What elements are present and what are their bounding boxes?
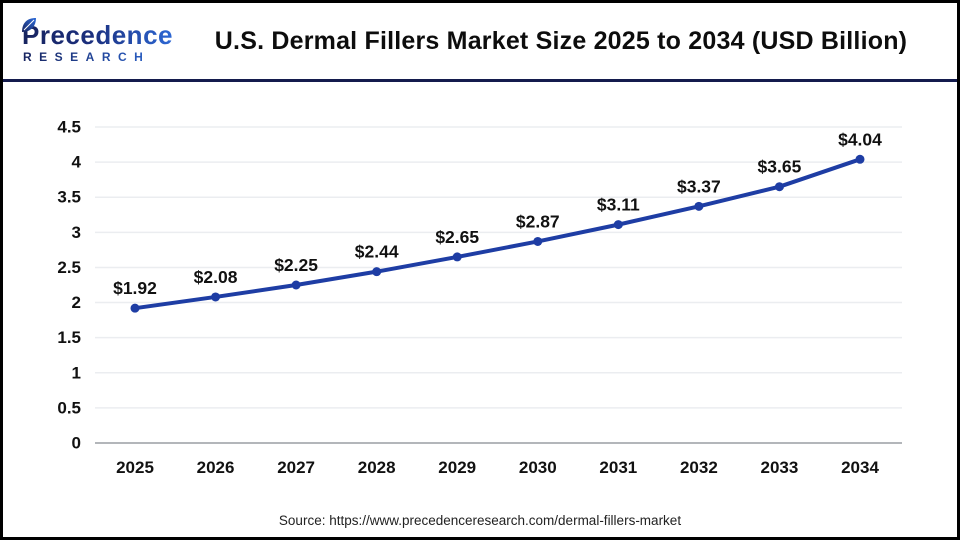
x-tick-label: 2026 <box>197 458 235 477</box>
y-tick-label: 3.5 <box>57 188 81 207</box>
logo-wordmark: Precedence <box>21 21 179 49</box>
data-point-label: $2.87 <box>516 211 560 231</box>
x-tick-label: 2029 <box>438 458 476 477</box>
data-point <box>372 267 382 277</box>
data-point <box>533 236 543 246</box>
data-point-label: $3.37 <box>677 176 721 196</box>
x-tick-label: 2025 <box>116 458 154 477</box>
y-tick-label: 1.5 <box>57 328 81 347</box>
y-tick-label: 4 <box>72 153 82 172</box>
precedence-research-logo: Precedence RESEARCH <box>21 17 179 64</box>
header-divider <box>3 79 957 82</box>
y-tick-label: 4.5 <box>57 118 81 137</box>
data-point <box>452 252 462 262</box>
page-title: U.S. Dermal Fillers Market Size 2025 to … <box>214 26 908 55</box>
y-tick-label: 3 <box>72 223 81 242</box>
data-point-label: $3.65 <box>758 157 802 177</box>
x-tick-label: 2028 <box>358 458 396 477</box>
data-point <box>211 292 221 302</box>
data-point-label: $4.04 <box>838 129 882 149</box>
y-tick-label: 0 <box>72 434 81 453</box>
data-point <box>613 220 623 230</box>
y-tick-label: 2.5 <box>57 258 81 277</box>
y-tick-label: 1 <box>72 363 81 382</box>
data-point-label: $1.92 <box>113 278 157 298</box>
data-point-label: $2.08 <box>194 267 238 287</box>
y-tick-label: 0.5 <box>57 398 81 417</box>
leaf-icon <box>22 17 36 32</box>
data-point <box>130 303 140 313</box>
y-tick-label: 2 <box>72 293 81 312</box>
series-line <box>133 157 862 311</box>
data-point <box>855 154 865 164</box>
x-tick-label: 2033 <box>761 458 799 477</box>
data-point-label: $3.11 <box>597 195 640 215</box>
data-point-label: $2.65 <box>435 227 479 247</box>
data-point <box>774 182 784 192</box>
chart-area: 0 0.5 1 1.5 2 2.5 3 3.5 4 4.5 2025 2026 2027 2028 2029… <box>3 82 957 537</box>
x-tick-label: 2027 <box>277 458 315 477</box>
x-tick-label: 2034 <box>841 458 879 477</box>
x-tick-label: 2032 <box>680 458 718 477</box>
data-point-label: $2.44 <box>355 242 399 262</box>
chart-svg: 0 0.5 1 1.5 2 2.5 3 3.5 4 4.5 2025 2026 2027 2028 2029… <box>57 118 902 477</box>
header: Precedence RESEARCH U.S. Dermal Fillers … <box>3 3 957 79</box>
data-point <box>694 201 704 211</box>
source-text: Source: https://www.precedenceresearch.c… <box>278 513 682 528</box>
x-tick-label: 2031 <box>599 458 637 477</box>
logo-subtitle: RESEARCH <box>21 50 179 64</box>
x-tick-label: 2030 <box>519 458 557 477</box>
data-point-label: $2.25 <box>274 255 318 275</box>
data-point <box>291 280 301 290</box>
